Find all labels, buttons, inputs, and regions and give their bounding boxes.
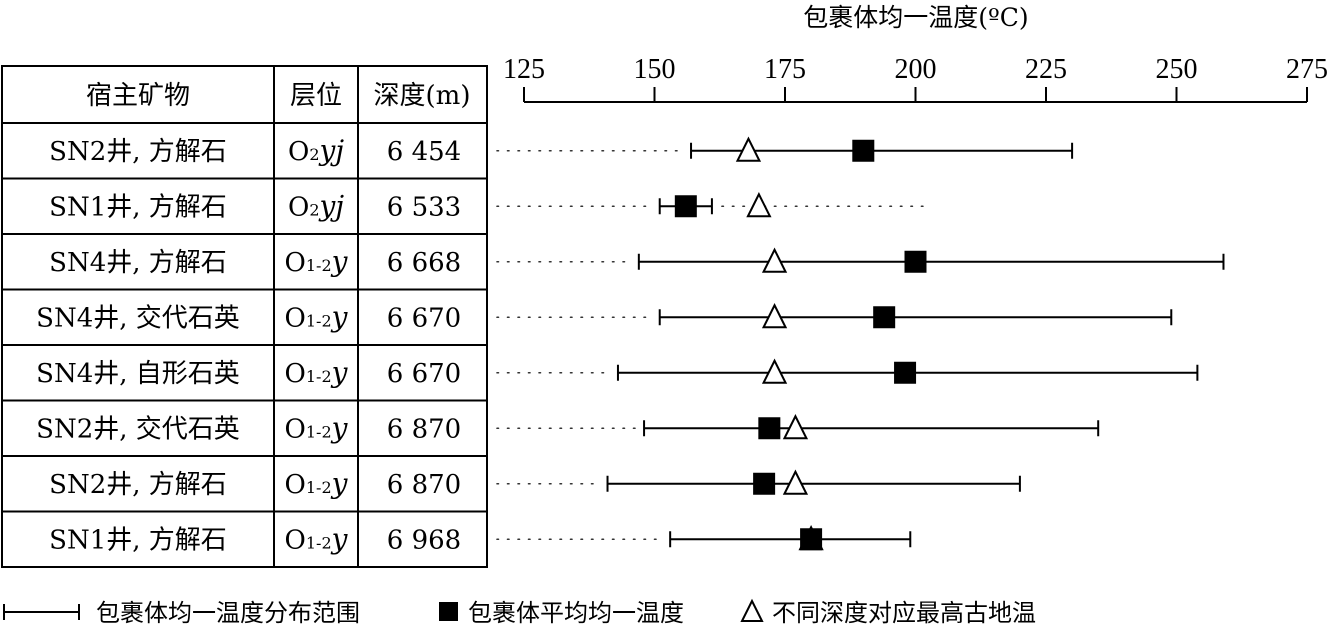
horizon-base: O: [285, 359, 306, 389]
header-horizon: 层位: [290, 81, 342, 111]
legend-mean-square-icon: [439, 602, 458, 621]
tick-label: 225: [1025, 54, 1067, 85]
tick-label: 200: [895, 54, 937, 85]
depth-cell: 6 670: [387, 359, 461, 389]
tick-label: 175: [764, 54, 806, 85]
horizon-base: O: [288, 192, 309, 222]
paleo-temp-triangle: [761, 247, 788, 273]
horizon-cell: O1-2y: [285, 356, 349, 389]
axis-title: 包裹体均一温度(ºC): [803, 3, 1028, 32]
horizon-cell: O1-2y: [285, 245, 349, 278]
horizon-suffix: y: [330, 356, 349, 389]
depth-cell: 6 968: [387, 525, 461, 555]
tick-label: 150: [634, 54, 676, 85]
header-depth: 深度(m): [374, 81, 471, 111]
horizon-cell: O2yj: [288, 189, 344, 222]
depth-cell: 6 670: [387, 303, 461, 333]
legend: 包裹体均一温度分布范围 包裹体平均均一温度 不同深度对应最高古地温: [3, 598, 1036, 627]
header-mineral: 宿主矿物: [86, 81, 190, 111]
table-frame: [1, 65, 488, 568]
tick-label: 275: [1286, 54, 1328, 85]
tick-label: 125: [503, 54, 545, 85]
horizon-subscript: 1-2: [306, 533, 332, 552]
depth-cell: 6 870: [387, 470, 461, 500]
mineral-cell: SN4井, 交代石英: [36, 303, 240, 333]
horizon-base: O: [285, 414, 306, 444]
horizon-suffix: y: [330, 467, 349, 500]
horizon-base: O: [288, 137, 309, 167]
mineral-cell: SN2井, 交代石英: [36, 414, 240, 444]
horizon-cell: O1-2y: [285, 411, 349, 444]
horizon-cell: O1-2y: [285, 300, 349, 333]
paleo-temp-triangle: [782, 469, 809, 495]
horizon-base: O: [285, 248, 306, 278]
x-axis: 包裹体均一温度(ºC) 125 150 175 200 225 250 275: [503, 3, 1328, 103]
horizon-suffix: yj: [318, 189, 345, 222]
horizon-base: O: [285, 470, 306, 500]
horizon-suffix: yj: [318, 134, 345, 167]
axis-ticks: 125 150 175 200 225 250 275: [503, 54, 1328, 102]
horizon-base: O: [285, 303, 306, 333]
legend-paleo-label: 不同深度对应最高古地温: [772, 599, 1036, 627]
horizon-subscript: 1-2: [306, 367, 332, 386]
mean-temp-square: [904, 250, 927, 273]
mean-temp-square: [800, 528, 823, 551]
paleo-temp-triangle: [735, 136, 762, 162]
mineral-cell: SN4井, 自形石英: [36, 359, 240, 389]
legend-range-label: 包裹体均一温度分布范围: [96, 599, 360, 627]
paleo-temp-triangle: [746, 192, 772, 218]
horizon-subscript: 2: [309, 200, 319, 219]
depth-cell: 6 870: [387, 414, 461, 444]
mean-temp-square: [873, 306, 896, 329]
horizon-subscript: 1-2: [306, 478, 332, 497]
paleo-temp-triangle: [761, 303, 788, 329]
horizon-cell: O1-2y: [285, 522, 349, 555]
mean-temp-square: [758, 417, 781, 440]
mean-temp-square: [894, 361, 917, 384]
horizon-subscript: 1-2: [306, 256, 332, 275]
mineral-cell: SN1井, 方解石: [49, 192, 227, 222]
mean-temp-square: [753, 472, 776, 495]
paleo-temp-triangle: [782, 414, 809, 440]
horizon-suffix: y: [330, 300, 349, 333]
horizon-suffix: y: [330, 522, 349, 555]
horizon-base: O: [285, 525, 306, 555]
mean-temp-square: [852, 139, 875, 162]
depth-cell: 6 454: [387, 137, 461, 167]
legend-paleo-triangle-icon: [740, 598, 764, 622]
depth-cell: 6 533: [387, 192, 461, 222]
plot-area: [496, 136, 1225, 551]
mineral-cell: SN2井, 方解石: [49, 470, 227, 500]
horizon-subscript: 1-2: [306, 311, 332, 330]
mineral-cell: SN1井, 方解石: [49, 525, 227, 555]
horizon-subscript: 1-2: [306, 422, 332, 441]
tick-label: 250: [1156, 54, 1198, 85]
horizon-cell: O1-2y: [285, 467, 349, 500]
legend-mean-label: 包裹体平均均一温度: [468, 599, 684, 627]
horizon-suffix: y: [330, 411, 349, 444]
mineral-cell: SN4井, 方解石: [49, 248, 227, 278]
horizon-suffix: y: [330, 245, 349, 278]
depth-cell: 6 668: [387, 248, 461, 278]
horizon-subscript: 2: [309, 145, 319, 164]
paleo-temp-triangle: [761, 358, 788, 384]
mineral-cell: SN2井, 方解石: [49, 137, 227, 167]
mean-temp-square: [674, 195, 697, 218]
horizon-cell: O2yj: [288, 134, 344, 167]
